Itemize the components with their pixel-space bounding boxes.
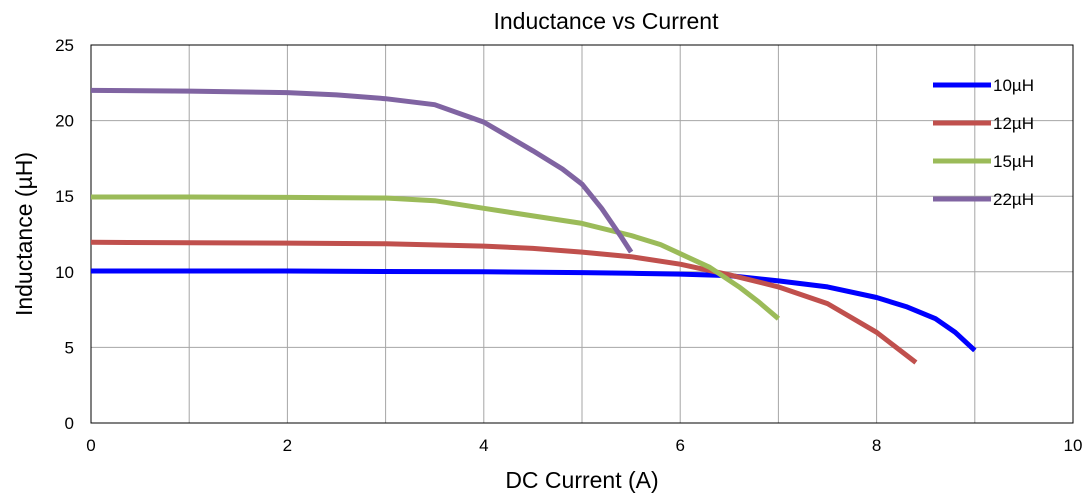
y-tick-label: 0 (65, 414, 74, 433)
x-tick-label: 4 (479, 436, 488, 455)
series-line-12h (90, 239, 918, 365)
y-tick-label: 15 (55, 187, 74, 206)
series-line-22h (90, 87, 634, 254)
legend: 10µH 12µH 15µH 22µH (933, 76, 1034, 209)
y-axis-label: Inductance (µH) (11, 152, 37, 316)
x-tick-label: 6 (675, 436, 684, 455)
series-line-15h (91, 194, 781, 321)
chart-title: Inductance vs Current (493, 8, 719, 34)
y-tick-label: 20 (55, 112, 74, 131)
legend-label: 22µH (993, 190, 1034, 209)
series-line-10h (91, 268, 977, 353)
x-tick-label: 10 (1064, 436, 1083, 455)
tick-labels: 0 2 4 6 8 10 0 5 10 15 20 25 (55, 36, 1082, 455)
y-tick-label: 10 (55, 263, 74, 282)
y-tick-label: 5 (65, 338, 74, 357)
x-tick-label: 0 (86, 436, 95, 455)
legend-label: 10µH (993, 76, 1034, 95)
plot-area-frame (90, 44, 1074, 424)
legend-label: 12µH (993, 114, 1034, 133)
legend-label: 15µH (993, 152, 1034, 171)
grid (91, 45, 1073, 423)
x-tick-label: 2 (283, 436, 292, 455)
x-axis-label: DC Current (A) (505, 467, 658, 493)
series-layer (90, 87, 977, 365)
x-tick-label: 8 (872, 436, 881, 455)
y-tick-label: 25 (55, 36, 74, 55)
